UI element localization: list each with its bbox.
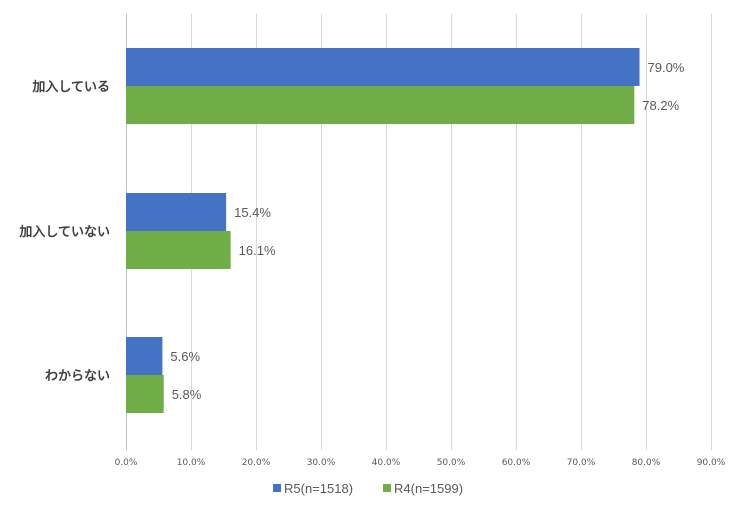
data-label: 5.8% bbox=[172, 387, 202, 402]
x-tick-label: 70.0% bbox=[567, 458, 596, 468]
category-label: 加入していない bbox=[18, 225, 110, 240]
x-axis-ticks: 0.0% 10.0% 20.0% 30.0% 40.0% 50.0% 60.0% 70.0% 8… bbox=[115, 458, 726, 468]
legend: R5(n=1518) R4(n=1599) bbox=[273, 481, 463, 496]
x-tick-label: 80.0% bbox=[632, 458, 661, 468]
bar bbox=[126, 48, 640, 86]
legend-label: R5(n=1518) bbox=[284, 481, 353, 496]
bar bbox=[126, 375, 164, 413]
bar bbox=[126, 231, 231, 269]
data-label: 79.0% bbox=[648, 60, 685, 75]
x-tick-label: 30.0% bbox=[307, 458, 336, 468]
category-label: 加入している bbox=[31, 80, 110, 95]
bar bbox=[126, 193, 227, 231]
bar bbox=[126, 86, 635, 124]
bar bbox=[126, 337, 163, 375]
category-label: わからない bbox=[45, 369, 110, 384]
x-tick-label: 20.0% bbox=[242, 458, 271, 468]
data-label: 15.4% bbox=[234, 205, 271, 220]
data-labels: 79.0% 78.2% 15.4% 16.1% 5.6% 5.8% bbox=[170, 60, 684, 402]
x-tick-label: 50.0% bbox=[437, 458, 466, 468]
bars bbox=[126, 48, 640, 413]
x-tick-label: 60.0% bbox=[502, 458, 531, 468]
legend-swatch bbox=[273, 484, 281, 492]
legend-swatch bbox=[383, 484, 391, 492]
x-tick-label: 0.0% bbox=[115, 458, 138, 468]
data-label: 16.1% bbox=[239, 243, 276, 258]
data-label: 5.6% bbox=[170, 349, 200, 364]
x-tick-label: 90.0% bbox=[697, 458, 726, 468]
x-tick-label: 10.0% bbox=[177, 458, 206, 468]
x-tick-label: 40.0% bbox=[372, 458, 401, 468]
data-label: 78.2% bbox=[642, 98, 679, 113]
legend-label: R4(n=1599) bbox=[394, 481, 463, 496]
